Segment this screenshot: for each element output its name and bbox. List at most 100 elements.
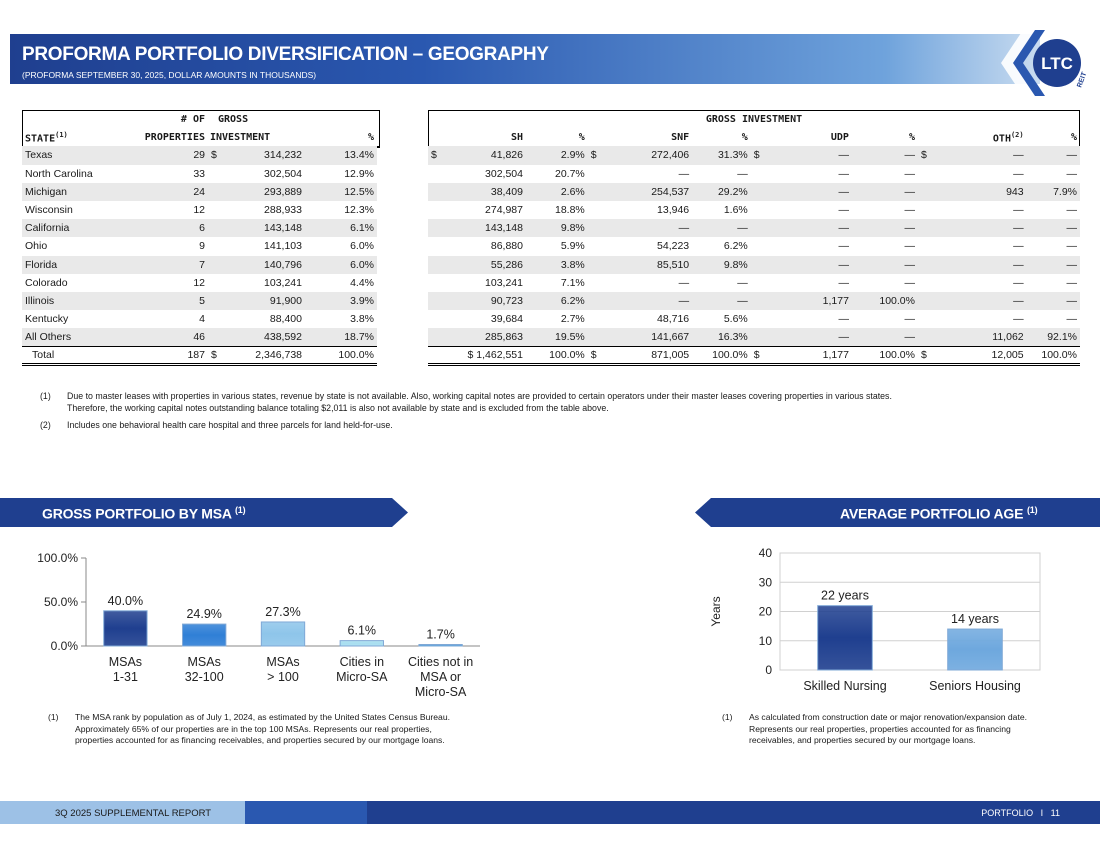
- table-row: Michigan 24 293,889 12.5%: [22, 182, 377, 201]
- table-cell: [588, 165, 616, 183]
- table-cell: Colorado: [25, 276, 68, 289]
- table-cell: 140,796: [230, 255, 305, 274]
- table-cell: [750, 255, 779, 274]
- table-cell: —: [737, 167, 748, 180]
- table-row: Texas 29 $314,232 13.4%: [22, 146, 377, 165]
- total-cell: 2,346,738: [230, 345, 305, 367]
- total-cell: $: [587, 345, 616, 367]
- table-cell: —: [904, 204, 915, 217]
- table-row: 143,148 9.8% — — — — — —: [428, 219, 1080, 238]
- footer-report-name: 3Q 2025 SUPPLEMENTAL REPORT: [55, 808, 212, 819]
- y-tick-label: 40: [759, 546, 773, 560]
- table-row: 55,286 3.8% 85,510 9.8% — — — —: [428, 255, 1080, 274]
- table-cell: 7: [124, 255, 208, 274]
- table-row: California 6 143,148 6.1%: [22, 219, 377, 238]
- table-cell: [587, 219, 616, 238]
- y-tick-label: 50.0%: [44, 595, 78, 609]
- footer-page-info: PORTFOLIO I 11: [981, 808, 1060, 818]
- age-bar-chart: 0 10 20 30 40 Years 22 years Skilled Nursing 14 …: [709, 546, 1041, 693]
- table-cell: —: [851, 255, 918, 274]
- table-cell: 5.6%: [723, 313, 748, 326]
- age-footnote: (1) As calculated from construction date…: [722, 712, 1028, 745]
- table-cell: [917, 182, 946, 201]
- table-cell: —: [1066, 313, 1078, 326]
- total-row: $ 1,462,551 100.0% $871,005 100.0% $1,177 100…: [428, 345, 1080, 367]
- x-tick-label: > 100: [267, 670, 299, 684]
- table-cell: 285,863: [445, 328, 526, 347]
- table-cell: 6: [124, 219, 208, 238]
- table-cell: 90,723: [445, 291, 526, 311]
- header-cell: %: [367, 131, 374, 143]
- data-label: 14 years: [951, 612, 999, 626]
- table-cell: 438,592: [230, 328, 305, 347]
- table-cell: [917, 219, 946, 238]
- table-cell: 141,103: [264, 240, 302, 253]
- total-cell: 100.0%: [692, 345, 751, 367]
- table-cell: [208, 310, 230, 328]
- table-cell: —: [838, 204, 849, 217]
- table-cell: [588, 274, 616, 292]
- table-cell: —: [904, 276, 915, 289]
- table-cell: 6.2%: [723, 240, 748, 253]
- table-cell: —: [1026, 219, 1080, 238]
- table-cell: [208, 237, 230, 255]
- total-cell: [428, 345, 446, 367]
- total-cell: $: [917, 345, 946, 367]
- header-cell: PROPERTIES: [144, 131, 205, 143]
- header-row: STATE(1) PROPERTIES INVESTMENT%: [22, 128, 377, 146]
- table-cell: 12.9%: [344, 167, 374, 180]
- x-tick-label: Micro-SA: [415, 685, 467, 699]
- table-cell: $: [208, 146, 230, 165]
- header-cell: OTH(2): [992, 130, 1024, 144]
- table-cell: 4.4%: [350, 276, 374, 289]
- table-cell: 18.7%: [305, 328, 377, 347]
- table-cell: 2.6%: [525, 182, 588, 201]
- table-cell: [751, 310, 779, 328]
- table-cell: 92.1%: [1026, 328, 1080, 347]
- table-cell: [918, 274, 946, 292]
- header-cell: %: [1070, 131, 1077, 143]
- msa-footnote: (1) The MSA rank by population as of Jul…: [48, 712, 450, 745]
- table-cell: 2.7%: [560, 313, 585, 326]
- table-cell: [208, 274, 230, 292]
- table-row: Colorado 12 103,241 4.4%: [22, 274, 377, 292]
- table-cell: —: [851, 182, 918, 201]
- footer-accent-mid: [245, 801, 367, 824]
- table-cell: [428, 201, 445, 219]
- table-row: 39,684 2.7% 48,716 5.6% — — — —: [428, 310, 1080, 328]
- table-cell: 12: [193, 204, 205, 217]
- bar-3: [339, 640, 384, 647]
- table-cell: [208, 201, 230, 219]
- table-cell: —: [1066, 204, 1078, 217]
- table-cell: 314,232: [230, 146, 305, 165]
- table-cell: [918, 165, 946, 183]
- table-cell: —: [778, 146, 852, 165]
- table-cell: —: [945, 255, 1027, 274]
- table-cell: —: [615, 219, 693, 238]
- table-cell: 272,406: [615, 146, 693, 165]
- x-tick-label: MSAs: [188, 655, 221, 669]
- table-cell: —: [778, 255, 852, 274]
- table-cell: [428, 310, 445, 328]
- header-cell: SH: [510, 131, 523, 143]
- table-cell: [751, 165, 779, 183]
- state-summary-table: # OF GROSS STATE(1) PROPERTIES INVESTMENT% Te…: [22, 110, 377, 367]
- table-cell: 20.7%: [554, 167, 585, 180]
- table-cell: —: [1013, 204, 1024, 217]
- total-cell: 1,177: [778, 345, 852, 367]
- table-cell: 54,223: [657, 240, 690, 253]
- table-cell: 3.9%: [305, 291, 377, 311]
- total-cell: Total: [22, 345, 124, 367]
- header-cell: INVESTMENT: [210, 131, 271, 143]
- table-cell: [587, 255, 616, 274]
- table-cell: —: [838, 240, 849, 253]
- table-cell: 29: [124, 146, 208, 165]
- ltc-logo: LTC REIT: [1001, 30, 1089, 96]
- data-label: 1.7%: [426, 628, 455, 642]
- table-cell: —: [1066, 167, 1078, 180]
- table-cell: 2.9%: [525, 146, 588, 165]
- table-cell: [208, 255, 230, 274]
- table-cell: 302,504: [264, 167, 302, 180]
- table-cell: —: [692, 219, 751, 238]
- page-subtitle: (PROFORMA SEPTEMBER 30, 2025, DOLLAR AMO…: [22, 70, 317, 80]
